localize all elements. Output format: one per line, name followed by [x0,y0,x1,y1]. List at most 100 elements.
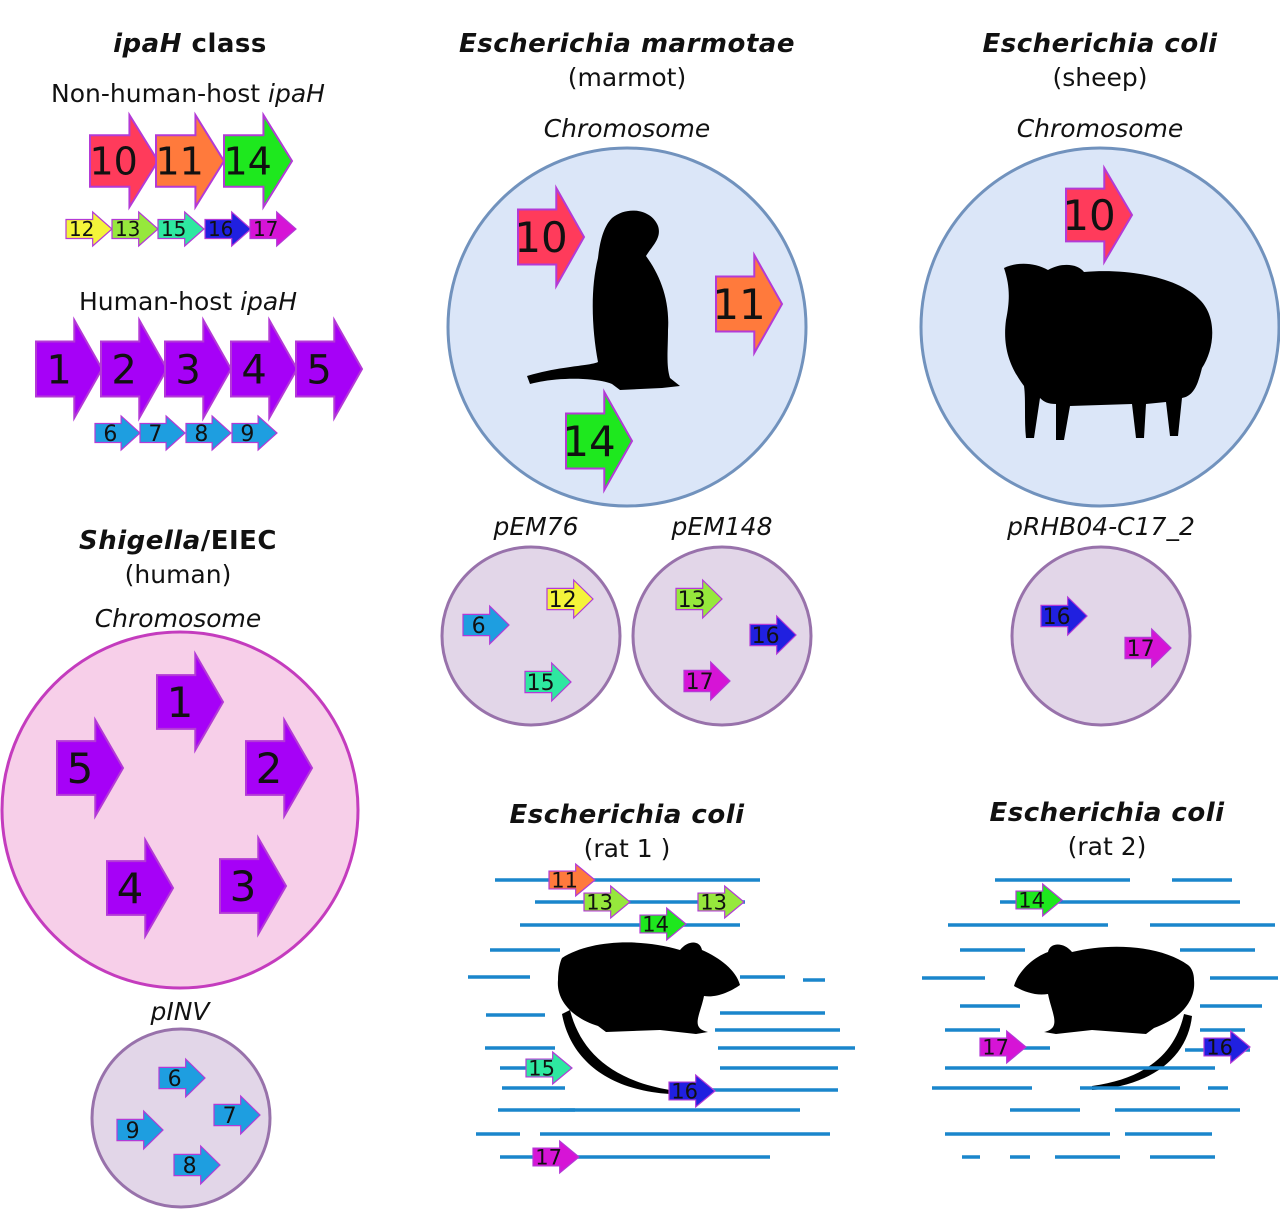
ipah-9-arrow: 9 [116,1109,164,1151]
ipah-14-arrow: 14 [639,906,687,942]
ipah-16-arrow: 16 [668,1073,716,1109]
ipah-7-arrow: 7 [213,1094,261,1136]
svg-text:15: 15 [161,217,186,241]
svg-text:15: 15 [528,1057,555,1081]
rat-silhouette-icon [1014,944,1195,1090]
ipah-15-arrow: 15 [525,1050,573,1086]
shigella-chromosome-label: Chromosome [94,604,262,633]
plasmid-pinv [90,1027,272,1209]
svg-text:11: 11 [156,140,204,184]
svg-text:1: 1 [46,347,71,393]
svg-text:4: 4 [241,347,266,393]
svg-text:8: 8 [194,422,208,447]
ipah-3-arrow: 3 [164,316,233,422]
svg-text:16: 16 [1206,1036,1233,1060]
ipah-13-arrow: 13 [583,884,631,920]
svg-text:14: 14 [562,417,615,466]
ipah-16-arrow: 16 [1203,1029,1251,1065]
ipah-11-arrow: 11 [712,251,784,357]
rat2-title: Escherichia coli [989,798,1225,828]
ipah-2-arrow: 2 [100,316,169,422]
marmot-host: (marmot) [567,63,687,92]
plasmid-label-pem76: pEM76 [493,512,579,541]
plasmid-prhb04 [1010,545,1192,727]
svg-text:11: 11 [551,869,578,893]
svg-text:9: 9 [240,422,254,447]
svg-text:10: 10 [90,140,138,184]
ipah-6-arrow: 6 [158,1057,206,1099]
ipah-5-arrow: 5 [56,716,125,820]
svg-text:11: 11 [712,280,765,329]
ipah-5-arrow: 5 [295,316,364,422]
ipah-16-arrow: 16 [749,614,797,656]
ipah-11-arrow: 11 [548,862,596,898]
svg-text:10: 10 [514,213,567,262]
svg-text:12: 12 [69,217,94,241]
svg-text:13: 13 [700,891,727,915]
svg-text:5: 5 [67,744,94,793]
ipah-16-arrow: 16 [1040,595,1088,637]
ipah-6-arrow: 6 [462,604,510,646]
ipah-11-arrow: 11 [155,111,226,211]
ipah-12-arrow: 12 [65,210,113,248]
shigella-title: Shigella/EIEC [78,526,278,556]
svg-text:2: 2 [256,744,283,793]
svg-text:7: 7 [148,422,162,447]
ipah-10-arrow: 10 [1062,164,1134,266]
rat1-host: (rat 1 ) [583,834,671,863]
ipah-9-arrow: 9 [231,414,278,452]
marmot-title: Escherichia marmotae [459,29,795,59]
ipah-4-arrow: 4 [230,316,299,422]
nonhuman-host-label: Non-human-host ipaH [51,79,325,108]
svg-text:13: 13 [115,217,140,241]
human-host-label: Human-host ipaH [78,287,298,316]
svg-text:17: 17 [1127,637,1155,662]
svg-text:13: 13 [586,891,613,915]
svg-text:16: 16 [208,217,233,241]
ipah-12-arrow: 12 [546,578,594,620]
svg-text:1: 1 [167,678,194,727]
plasmid-label-pinv: pINV [150,997,210,1026]
ipah-14-arrow: 14 [223,111,294,211]
svg-text:4: 4 [117,864,144,913]
ipah-15-arrow: 15 [157,210,205,248]
svg-text:2: 2 [111,347,136,393]
ipah-3-arrow: 3 [219,834,288,938]
svg-text:7: 7 [223,1104,237,1129]
shigella-host: (human) [124,560,232,589]
svg-text:3: 3 [175,347,200,393]
ipah-4-arrow: 4 [106,836,175,940]
svg-text:6: 6 [103,422,117,447]
svg-text:9: 9 [126,1119,140,1144]
sheep-chromosome-label: Chromosome [1016,114,1184,143]
svg-text:6: 6 [472,614,486,639]
ipah-10-arrow: 10 [514,184,586,290]
ipah-14-arrow: 14 [562,388,634,494]
ipah-2-arrow: 2 [245,716,314,820]
ipah-8-arrow: 8 [173,1144,221,1186]
svg-text:12: 12 [549,588,577,613]
sheep-host: (sheep) [1052,63,1148,92]
ipah-16-arrow: 16 [204,210,252,248]
marmot-chromosome-label: Chromosome [543,114,711,143]
rat2-host: (rat 2) [1067,832,1147,861]
svg-text:16: 16 [752,624,780,649]
rat1-title: Escherichia coli [509,800,745,830]
svg-text:15: 15 [527,671,555,696]
sheep-silhouette-icon [1004,263,1213,440]
svg-text:17: 17 [535,1146,562,1170]
ipah-1-arrow: 1 [156,650,225,754]
ipah-10-arrow: 10 [89,111,160,211]
ipah-class-title: ipaH class [113,29,267,59]
svg-text:13: 13 [678,588,706,613]
marmot-silhouette-icon [527,210,680,390]
ipah-7-arrow: 7 [139,414,186,452]
rat-silhouette-icon [557,942,740,1094]
rat1-contigs [468,878,855,1159]
svg-text:6: 6 [168,1067,182,1092]
plasmid-label-pem148: pEM148 [671,512,773,541]
svg-text:17: 17 [253,217,278,241]
svg-text:14: 14 [642,913,669,937]
